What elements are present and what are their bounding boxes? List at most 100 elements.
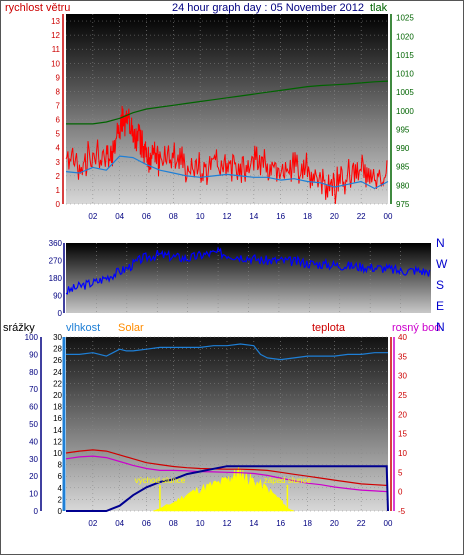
compass-label: N <box>436 236 445 250</box>
pressure-line <box>66 80 389 125</box>
temperature-tick-label: 0 <box>398 488 403 497</box>
solar-tick-label: 4 <box>58 484 63 493</box>
x-tick-label: 10 <box>196 212 205 221</box>
wind-plot-area <box>66 14 388 204</box>
wind-axis-title: rychlost větru <box>5 2 70 14</box>
x-tick-label: 12 <box>223 519 232 528</box>
pressure-tick-label: 980 <box>396 181 410 190</box>
pressure-tick-label: 1010 <box>396 70 414 79</box>
dew-axis-title: rosný bod <box>392 322 440 334</box>
wind-tick-label: 4 <box>56 144 61 153</box>
x-tick-label: 14 <box>249 519 258 528</box>
x-tick-label: 20 <box>330 212 339 221</box>
x-tick-label: 04 <box>115 519 124 528</box>
wind-speed-line <box>65 105 388 205</box>
rain-tick-label: 60 <box>29 403 38 412</box>
wind-tick-label: 0 <box>56 200 61 209</box>
wind-tick-label: 8 <box>56 87 61 96</box>
rain-tick-label: 20 <box>29 472 38 481</box>
compass-label: E <box>436 299 444 313</box>
x-tick-label: 00 <box>384 519 393 528</box>
solar-axis-title: Solar <box>118 322 144 334</box>
solar-tick-label: 16 <box>53 414 62 423</box>
wind-tick-label: 13 <box>51 17 60 26</box>
pressure-tick-label: 995 <box>396 125 410 134</box>
rain-tick-label: 100 <box>25 333 39 342</box>
temperature-tick-label: 30 <box>398 372 407 381</box>
rain-tick-label: 50 <box>29 420 38 429</box>
x-tick-label: 22 <box>357 212 366 221</box>
direction-plot-area <box>66 243 431 313</box>
pressure-tick-label: 1000 <box>396 107 414 116</box>
temperature-tick-label: 10 <box>398 449 407 458</box>
compass-label: W <box>436 257 448 271</box>
wind-tick-label: 9 <box>56 73 61 82</box>
x-tick-label: 12 <box>223 212 232 221</box>
temperature-tick-label: 35 <box>398 352 407 361</box>
pressure-tick-label: 985 <box>396 163 410 172</box>
solar-tick-label: 20 <box>53 391 62 400</box>
rain-tick-label: 10 <box>29 490 38 499</box>
rain-tick-label: 90 <box>29 350 38 359</box>
pressure-tick-label: 1005 <box>396 88 414 97</box>
sunset-label: západ slunce <box>264 476 312 485</box>
solar-tick-label: 26 <box>53 356 62 365</box>
solar-tick-label: 12 <box>53 437 62 446</box>
rain-tick-label: 0 <box>34 507 39 516</box>
solar-tick-label: 24 <box>53 368 62 377</box>
wind-tick-label: 2 <box>56 172 61 181</box>
sunrise-label: východ slunce <box>135 476 186 485</box>
dew-point-line <box>65 455 389 493</box>
humidity-line <box>66 343 388 361</box>
temperature-tick-label: 25 <box>398 391 407 400</box>
solar-tick-label: 22 <box>53 379 62 388</box>
solar-tick-label: 6 <box>58 472 63 481</box>
rain-tick-label: 80 <box>29 368 38 377</box>
direction-tick-label: 180 <box>49 274 63 283</box>
rain-tick-label: 30 <box>29 455 38 464</box>
x-tick-label: 08 <box>169 519 178 528</box>
direction-tick-label: 90 <box>53 292 62 301</box>
wind-tick-label: 6 <box>56 116 61 125</box>
solar-tick-label: 0 <box>58 507 63 516</box>
temperature-line <box>65 449 389 487</box>
wind-tick-label: 1 <box>56 186 61 195</box>
direction-tick-label: 360 <box>49 239 63 248</box>
rain-tick-label: 70 <box>29 385 38 394</box>
x-tick-label: 18 <box>303 519 312 528</box>
pressure-tick-label: 1015 <box>396 51 414 60</box>
rain-tick-label: 40 <box>29 437 38 446</box>
wind-tick-label: 7 <box>56 101 61 110</box>
pressure-tick-label: 1025 <box>396 14 414 23</box>
solar-tick-label: 10 <box>53 449 62 458</box>
wind-tick-label: 5 <box>56 130 61 139</box>
x-tick-label: 06 <box>142 212 151 221</box>
wind-tick-label: 12 <box>51 31 60 40</box>
wind-tick-label: 3 <box>56 158 61 167</box>
compass-label: N <box>436 320 445 334</box>
direction-tick-label: 270 <box>49 257 63 266</box>
pressure-axis-title: tlak <box>370 2 388 14</box>
temperature-tick-label: 5 <box>398 468 403 477</box>
page-title: 24 hour graph day : 05 November 2012 <box>172 2 364 14</box>
solar-tick-label: 14 <box>53 426 62 435</box>
solar-tick-label: 28 <box>53 345 62 354</box>
temperature-tick-label: -5 <box>398 507 406 516</box>
wind-average-line <box>65 155 389 190</box>
compass-label: S <box>436 278 444 292</box>
temperature-axis-title: teplota <box>312 322 346 334</box>
pressure-tick-label: 975 <box>396 200 410 209</box>
x-tick-label: 14 <box>249 212 258 221</box>
x-tick-label: 18 <box>303 212 312 221</box>
x-tick-label: 10 <box>196 519 205 528</box>
wind-direction-line <box>65 246 431 295</box>
rain-line <box>66 465 389 512</box>
x-tick-label: 16 <box>276 519 285 528</box>
x-tick-label: 22 <box>357 519 366 528</box>
solar-tick-label: 2 <box>58 495 63 504</box>
x-tick-label: 16 <box>276 212 285 221</box>
x-tick-label: 02 <box>88 212 97 221</box>
rain-axis-title: srážky <box>3 322 35 334</box>
pressure-tick-label: 990 <box>396 144 410 153</box>
